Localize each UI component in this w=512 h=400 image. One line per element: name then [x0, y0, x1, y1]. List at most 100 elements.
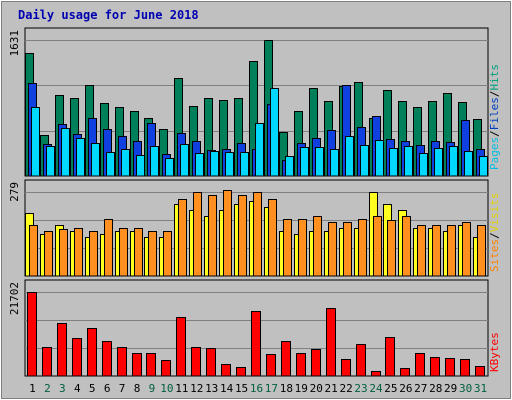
x-tick-label: 18: [280, 382, 293, 395]
x-tick-label: 2: [44, 382, 51, 395]
x-tick-label: 21: [325, 382, 338, 395]
bar-kbytes-day-25: [385, 337, 395, 377]
bar-sites-day-14: [223, 190, 232, 277]
panel-hits: 1631 Pages/Files/Hits: [8, 27, 501, 177]
x-tick-label: 6: [104, 382, 111, 395]
bar-sites-day-5: [89, 231, 98, 277]
panel-kbytes-ymax-label: 21702: [8, 282, 21, 315]
x-tick-label: 5: [89, 382, 96, 395]
bar-kbytes-day-31: [475, 366, 485, 377]
x-tick-label: 23: [354, 382, 367, 395]
legend-entry: Files: [488, 97, 501, 130]
bar-pages-day-16: [255, 123, 264, 177]
chart-panels: 1631 Pages/Files/Hits 279 Sites/Visits 21702…: [8, 27, 501, 377]
legend-entry: Sites: [488, 239, 501, 272]
bar-kbytes-day-3: [57, 323, 67, 377]
bar-sites-day-6: [104, 219, 113, 277]
bar-sites-day-3: [59, 229, 68, 277]
bar-kbytes-day-22: [341, 359, 351, 377]
bar-sites-day-15: [238, 195, 247, 277]
bar-sites-day-20: [313, 216, 322, 277]
bar-pages-day-12: [195, 153, 204, 177]
bar-sites-day-22: [343, 222, 352, 277]
bar-pages-day-7: [121, 149, 130, 177]
x-tick-label: 7: [119, 382, 126, 395]
bar-kbytes-day-20: [311, 349, 321, 377]
bar-kbytes-day-29: [445, 358, 455, 377]
bar-kbytes-day-12: [191, 347, 201, 377]
panel-sites: 279 Sites/Visits: [8, 179, 501, 277]
x-tick-label: 31: [474, 382, 487, 395]
bar-kbytes-day-27: [415, 353, 425, 377]
bar-sites-day-31: [477, 225, 486, 277]
bar-pages-day-30: [464, 151, 473, 177]
bar-pages-day-4: [76, 138, 85, 177]
x-tick-label: 29: [444, 382, 457, 395]
panel-sites-legend: Sites/Visits: [488, 193, 501, 273]
bar-sites-day-12: [193, 192, 202, 277]
series-kbytes: [27, 292, 485, 377]
panel-hits-legend: Pages/Files/Hits: [488, 64, 501, 170]
bar-sites-day-13: [208, 195, 217, 277]
bar-pages-day-9: [150, 146, 159, 177]
x-tick-label: 3: [59, 382, 66, 395]
legend-entry: KBytes: [488, 332, 501, 372]
x-tick-label: 26: [399, 382, 412, 395]
x-tick-label: 27: [414, 382, 427, 395]
bar-pages-day-19: [300, 147, 309, 177]
bar-sites-day-16: [253, 192, 262, 277]
bar-kbytes-day-24: [371, 371, 381, 377]
x-tick-label: 25: [384, 382, 397, 395]
series-sites: [29, 190, 486, 277]
bar-sites-day-28: [432, 225, 441, 277]
x-tick-label: 24: [369, 382, 383, 395]
x-tick-label: 20: [310, 382, 323, 395]
series-pages: [31, 88, 488, 177]
bar-sites-day-10: [163, 231, 172, 277]
bar-sites-day-19: [298, 219, 307, 277]
bar-pages-day-2: [46, 146, 55, 177]
x-tick-label: 12: [190, 382, 203, 395]
bar-kbytes-day-1: [27, 292, 37, 377]
bar-sites-day-4: [74, 228, 83, 277]
panel-kbytes-legend: KBytes: [488, 332, 501, 372]
x-tick-label: 9: [149, 382, 156, 395]
bar-pages-day-18: [285, 156, 294, 177]
bar-kbytes-day-11: [176, 317, 186, 377]
bar-pages-day-31: [479, 156, 488, 177]
bar-pages-day-23: [360, 145, 369, 177]
x-tick-label: 15: [235, 382, 248, 395]
panel-hits-ymax-label: 1631: [8, 30, 21, 57]
bar-pages-day-22: [345, 136, 354, 177]
legend-entry: Pages: [488, 137, 501, 170]
panel-kbytes: 21702 KBytes: [8, 279, 501, 377]
panel-sites-ymax-label: 279: [8, 182, 21, 202]
x-tick-label: 13: [205, 382, 218, 395]
x-tick-label: 1: [29, 382, 36, 395]
bar-pages-day-6: [106, 152, 115, 177]
bar-kbytes-day-4: [72, 338, 82, 377]
bar-pages-day-15: [240, 152, 249, 177]
bar-sites-day-7: [119, 228, 128, 277]
bar-pages-day-25: [389, 148, 398, 177]
bar-pages-day-17: [270, 88, 279, 177]
bar-sites-day-18: [283, 219, 292, 277]
legend-entry: Hits: [488, 64, 501, 91]
bar-pages-day-5: [91, 143, 100, 177]
x-tick-label: 28: [429, 382, 442, 395]
bar-kbytes-day-21: [326, 308, 336, 377]
bar-pages-day-10: [165, 158, 174, 177]
bar-kbytes-day-10: [161, 360, 171, 377]
x-tick-label: 30: [459, 382, 472, 395]
bar-pages-day-1: [31, 107, 40, 177]
bar-kbytes-day-7: [117, 347, 127, 377]
bar-pages-day-14: [225, 152, 234, 177]
bar-kbytes-day-15: [236, 367, 246, 377]
x-tick-label: 17: [265, 382, 278, 395]
bar-sites-day-25: [387, 220, 396, 277]
bar-kbytes-day-30: [460, 359, 470, 377]
x-tick-label: 14: [220, 382, 234, 395]
bar-pages-day-27: [419, 153, 428, 177]
bar-kbytes-day-5: [87, 328, 97, 377]
